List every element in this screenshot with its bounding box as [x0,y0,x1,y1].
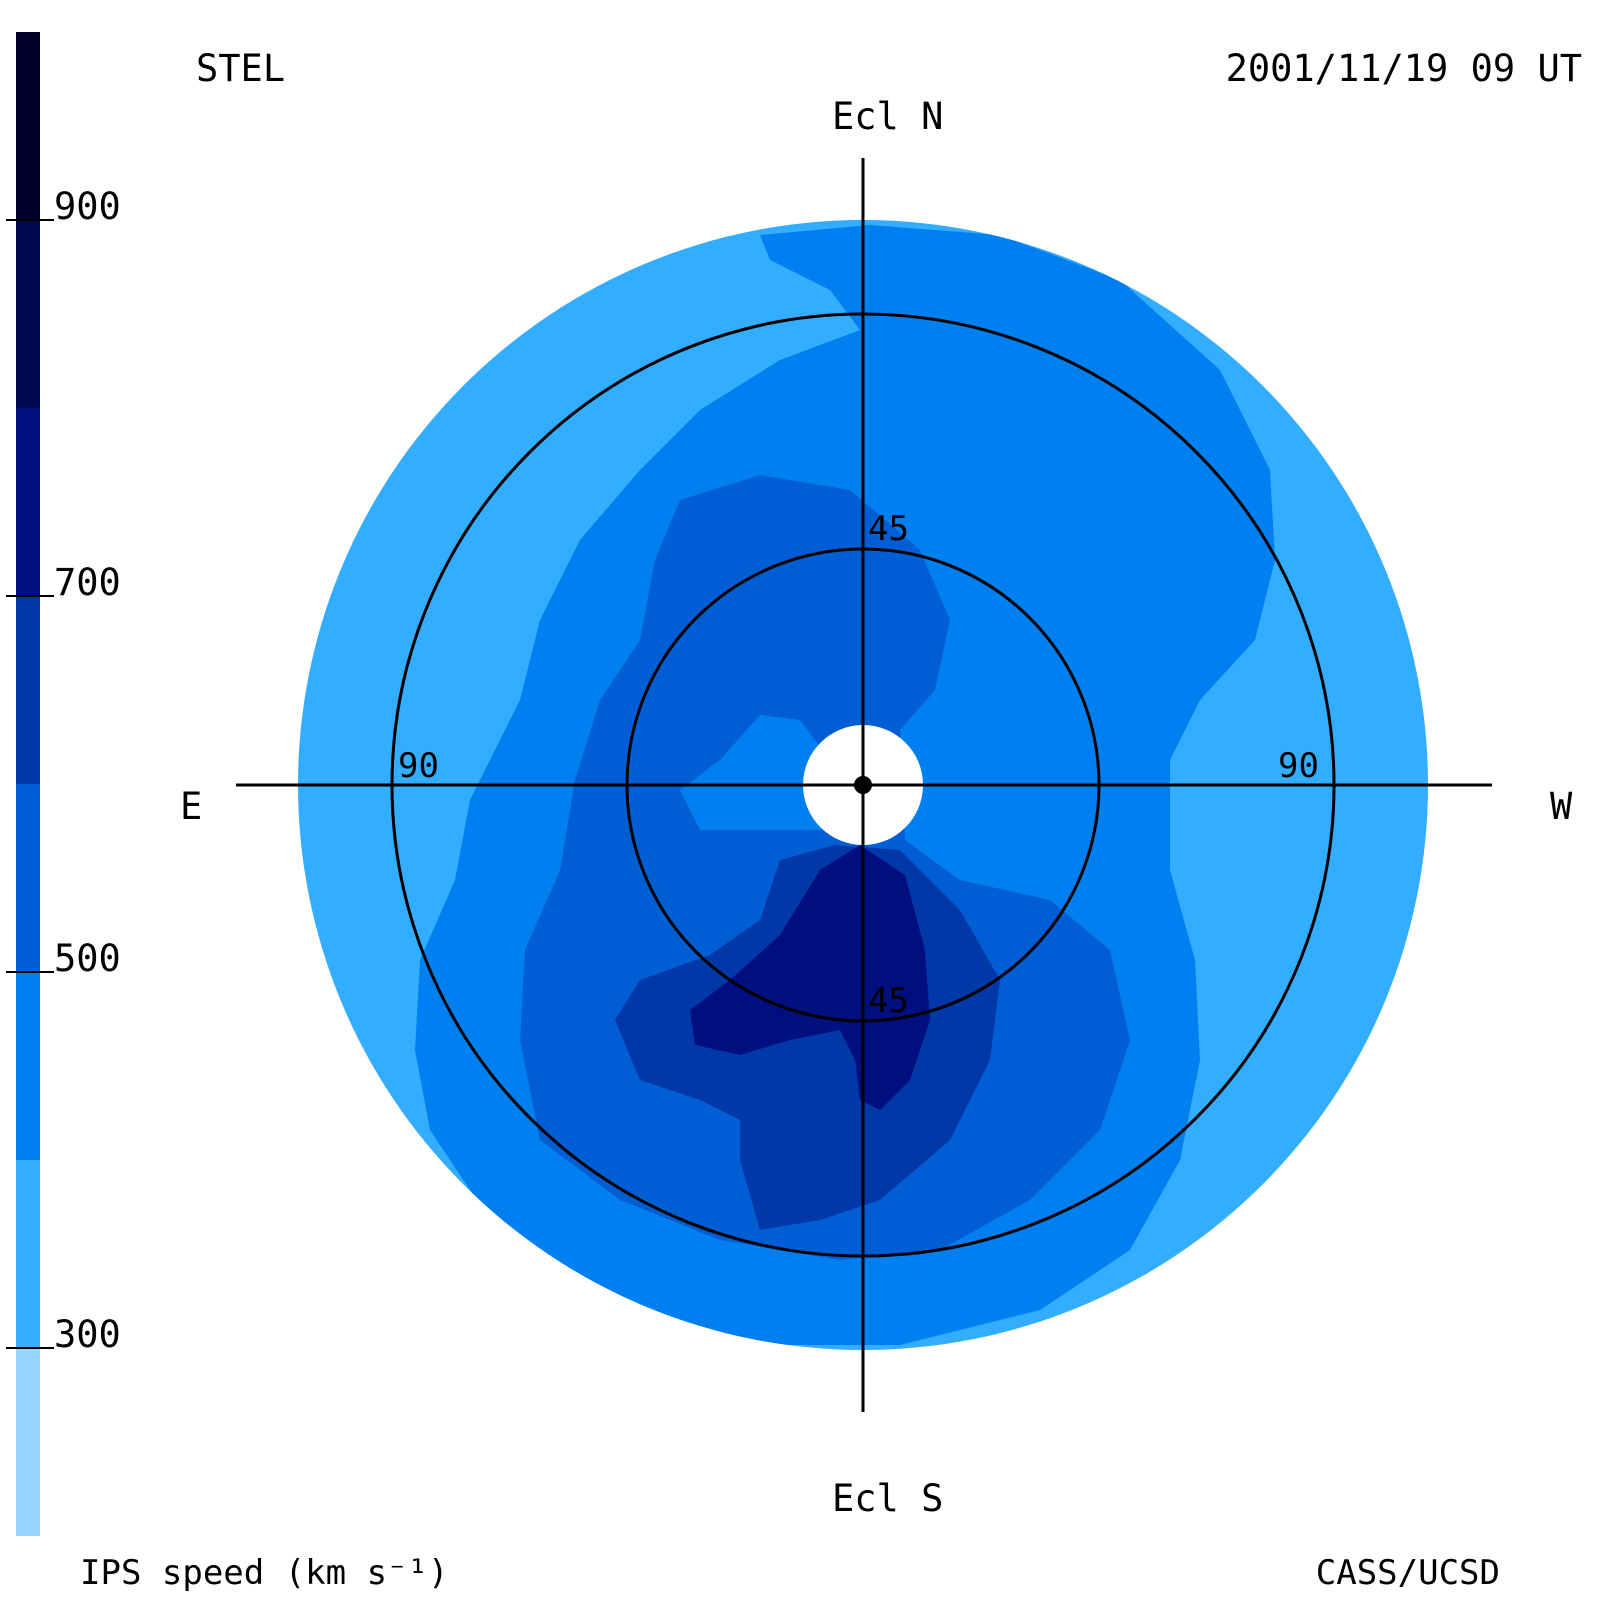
speed-region-south-core [690,845,930,1110]
colorbar-tick-label-300: 300 [54,1313,121,1356]
colorbar-segment-800-900 [16,220,40,408]
compass-north-label: Ecl N [832,95,944,138]
colorbar-tick-label-900: 900 [54,185,121,228]
colorbar-segment-900-1000 [16,32,40,220]
colorbar-tick-label-700: 700 [54,561,121,604]
ring-90-east-label: 90 [398,746,439,786]
sun-marker [854,776,872,794]
colorbar-segment-700-800 [16,408,40,596]
colorbar-segment-300-400 [16,1160,40,1348]
colorbar-tick-label-500: 500 [54,937,121,980]
timestamp-label: 2001/11/19 09 UT [1225,47,1582,90]
ring-45-south-label: 45 [868,981,909,1021]
colorbar-title: IPS speed (km s⁻¹) [80,1553,449,1593]
ring-90-west-label: 90 [1278,746,1319,786]
compass-east-label: E [180,785,203,828]
colorbar-segment-600-700 [16,596,40,784]
instrument-label: STEL [196,47,286,90]
ring-45-north-label: 45 [868,509,909,549]
compass-south-label: Ecl S [832,1477,944,1520]
colorbar-segment-500-600 [16,784,40,972]
credit-label: CASS/UCSD [1315,1553,1500,1593]
colorbar [6,32,54,1536]
compass-west-label: W [1550,785,1573,828]
colorbar-segment-200-300 [16,1348,40,1536]
colorbar-segment-400-500 [16,972,40,1160]
